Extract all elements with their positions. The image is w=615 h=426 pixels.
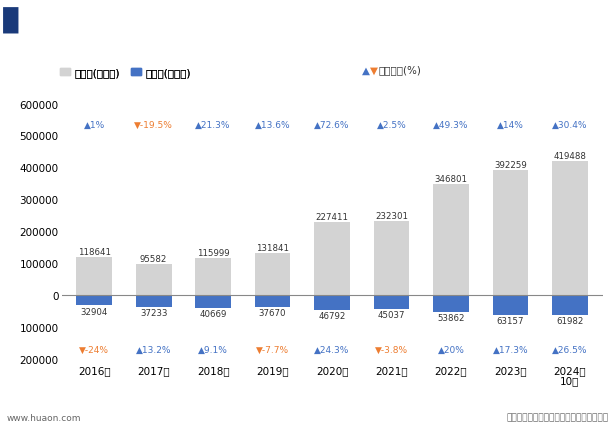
Text: 232301: 232301 [375,211,408,220]
Text: ▲21.3%: ▲21.3% [196,121,231,130]
Text: ▼-24%: ▼-24% [79,345,109,354]
Text: 392259: 392259 [494,160,527,170]
Bar [493,170,528,295]
Text: ▲2.5%: ▲2.5% [377,121,407,130]
Bar [433,295,469,312]
Text: ▼-19.5%: ▼-19.5% [134,121,173,130]
Text: 华经情报网: 华经情报网 [23,15,55,25]
Bar [374,222,410,295]
Text: 53862: 53862 [437,314,465,322]
Bar [552,295,588,315]
FancyBboxPatch shape [3,8,18,35]
Text: 61982: 61982 [557,316,584,325]
Bar [255,295,290,307]
Text: 346801: 346801 [435,175,467,184]
Bar [76,258,112,295]
Text: ▲: ▲ [362,65,370,75]
Text: ▲24.3%: ▲24.3% [314,345,350,354]
Bar [374,295,410,310]
Text: 419488: 419488 [554,152,587,161]
Bar [314,223,350,295]
Text: 46792: 46792 [319,311,346,320]
Text: ▲1%: ▲1% [84,121,105,130]
Bar [76,295,112,306]
Bar [136,265,172,295]
Bar [196,258,231,295]
Text: 63157: 63157 [497,317,524,325]
Text: 118641: 118641 [77,248,111,256]
Text: 95582: 95582 [140,255,167,264]
Text: ▲20%: ▲20% [438,345,464,354]
Text: ▲14%: ▲14% [497,121,524,130]
Text: ▲72.6%: ▲72.6% [314,121,350,130]
Bar [433,185,469,295]
Bar [493,295,528,315]
Text: 专业严谨 • 客观科学: 专业严谨 • 客观科学 [550,15,609,25]
Text: ▼-7.7%: ▼-7.7% [256,345,289,354]
Bar [136,295,172,307]
Text: 40669: 40669 [199,309,227,318]
Bar [314,295,350,310]
Bar [552,162,588,295]
Text: ▲9.1%: ▲9.1% [198,345,228,354]
Text: ▲30.4%: ▲30.4% [552,121,588,130]
Text: 2016-2024年10月安庆市(境内目的地/货源地)进、出口额: 2016-2024年10月安庆市(境内目的地/货源地)进、出口额 [165,55,450,70]
Text: 45037: 45037 [378,311,405,320]
Bar [255,253,290,295]
Text: ▼-3.8%: ▼-3.8% [375,345,408,354]
Text: ▼: ▼ [370,65,378,75]
Text: www.huaon.com: www.huaon.com [6,413,81,422]
Text: 37233: 37233 [140,308,167,317]
Legend: 出口额(万美元), 进口额(万美元): 出口额(万美元), 进口额(万美元) [56,63,195,82]
Text: 37670: 37670 [259,308,287,317]
Text: 32904: 32904 [81,307,108,316]
Text: 227411: 227411 [315,213,349,222]
Text: 数据来源：中国海关、华经产业研究院整理: 数据来源：中国海关、华经产业研究院整理 [507,413,609,422]
Text: ▲17.3%: ▲17.3% [493,345,528,354]
Text: ▲13.6%: ▲13.6% [255,121,290,130]
Text: 131841: 131841 [256,243,289,252]
Text: 同比增长(%): 同比增长(%) [378,65,421,75]
Text: ▲13.2%: ▲13.2% [136,345,172,354]
Bar [196,295,231,308]
Text: ▲26.5%: ▲26.5% [552,345,588,354]
Text: 115999: 115999 [197,248,229,257]
Text: ▲49.3%: ▲49.3% [434,121,469,130]
